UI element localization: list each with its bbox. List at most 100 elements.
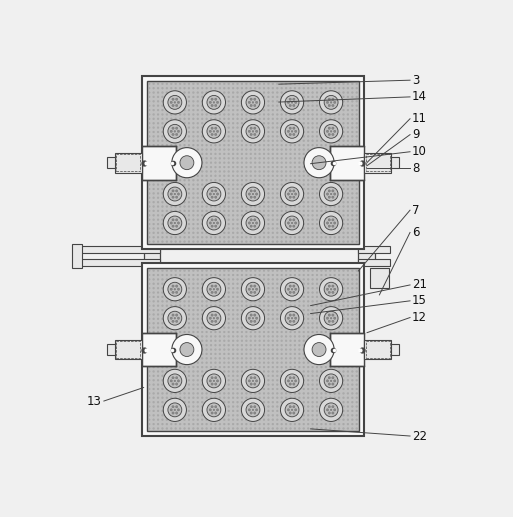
Circle shape <box>210 362 212 363</box>
Circle shape <box>259 210 261 212</box>
Circle shape <box>214 175 216 177</box>
Circle shape <box>157 175 159 177</box>
Circle shape <box>214 331 216 333</box>
Circle shape <box>311 131 313 133</box>
Circle shape <box>188 327 190 329</box>
Circle shape <box>162 232 164 234</box>
Circle shape <box>245 401 247 403</box>
Circle shape <box>267 206 269 207</box>
Circle shape <box>272 131 274 133</box>
Circle shape <box>232 397 234 399</box>
Circle shape <box>289 327 291 329</box>
Circle shape <box>311 305 313 307</box>
Circle shape <box>285 96 287 98</box>
Circle shape <box>255 408 258 411</box>
Circle shape <box>223 366 225 368</box>
Circle shape <box>206 175 208 177</box>
Circle shape <box>250 219 252 221</box>
Circle shape <box>170 227 172 230</box>
Circle shape <box>307 210 309 212</box>
Circle shape <box>188 401 190 403</box>
Circle shape <box>223 414 225 416</box>
Circle shape <box>328 405 330 408</box>
Circle shape <box>232 340 234 342</box>
Circle shape <box>311 300 313 302</box>
Circle shape <box>311 318 313 320</box>
Circle shape <box>329 140 331 142</box>
Circle shape <box>232 100 234 102</box>
Circle shape <box>356 157 358 159</box>
Circle shape <box>241 353 243 355</box>
Circle shape <box>254 215 256 216</box>
Circle shape <box>303 278 305 280</box>
Circle shape <box>250 419 252 421</box>
Circle shape <box>311 118 313 120</box>
Circle shape <box>184 375 186 377</box>
Circle shape <box>338 388 340 390</box>
Circle shape <box>277 305 278 307</box>
Circle shape <box>175 192 176 194</box>
Circle shape <box>236 109 239 111</box>
Circle shape <box>201 201 203 203</box>
Circle shape <box>325 122 327 124</box>
Circle shape <box>210 313 212 315</box>
Circle shape <box>206 428 208 430</box>
Circle shape <box>347 83 349 85</box>
Circle shape <box>153 223 154 225</box>
Circle shape <box>255 317 258 320</box>
Circle shape <box>223 336 225 338</box>
Circle shape <box>184 405 186 407</box>
Circle shape <box>321 348 322 351</box>
Circle shape <box>299 227 300 230</box>
Circle shape <box>148 410 150 412</box>
Circle shape <box>168 187 182 201</box>
Circle shape <box>175 292 176 294</box>
Circle shape <box>263 283 265 285</box>
Circle shape <box>347 305 349 307</box>
Circle shape <box>210 184 212 186</box>
Circle shape <box>347 322 349 324</box>
Circle shape <box>175 353 176 355</box>
Circle shape <box>211 225 213 227</box>
Circle shape <box>338 171 340 173</box>
Circle shape <box>272 300 274 302</box>
Circle shape <box>241 274 243 276</box>
Circle shape <box>219 240 221 242</box>
Circle shape <box>166 322 168 324</box>
Circle shape <box>166 287 168 289</box>
Circle shape <box>179 87 181 89</box>
Circle shape <box>188 100 190 102</box>
Bar <box>78 259 161 266</box>
Circle shape <box>170 122 172 124</box>
Circle shape <box>333 210 336 212</box>
Circle shape <box>250 109 252 111</box>
Circle shape <box>307 362 309 363</box>
Circle shape <box>267 184 269 186</box>
Circle shape <box>294 414 296 416</box>
Circle shape <box>321 118 322 120</box>
Circle shape <box>303 122 305 124</box>
Circle shape <box>338 414 340 416</box>
Circle shape <box>223 419 225 421</box>
Circle shape <box>170 274 172 276</box>
Circle shape <box>338 410 340 412</box>
Circle shape <box>259 100 261 102</box>
Circle shape <box>179 392 181 394</box>
Circle shape <box>179 296 181 298</box>
Circle shape <box>338 92 340 94</box>
Circle shape <box>162 188 164 190</box>
Circle shape <box>192 392 194 394</box>
Circle shape <box>219 397 221 399</box>
Text: 7: 7 <box>412 204 420 217</box>
Circle shape <box>311 366 313 368</box>
Circle shape <box>347 274 349 276</box>
Circle shape <box>263 232 265 234</box>
Circle shape <box>347 296 349 298</box>
Circle shape <box>311 287 313 289</box>
Circle shape <box>329 109 331 111</box>
Circle shape <box>333 87 336 89</box>
Circle shape <box>289 376 291 379</box>
Circle shape <box>311 322 313 324</box>
Circle shape <box>192 140 194 142</box>
Circle shape <box>197 118 199 120</box>
